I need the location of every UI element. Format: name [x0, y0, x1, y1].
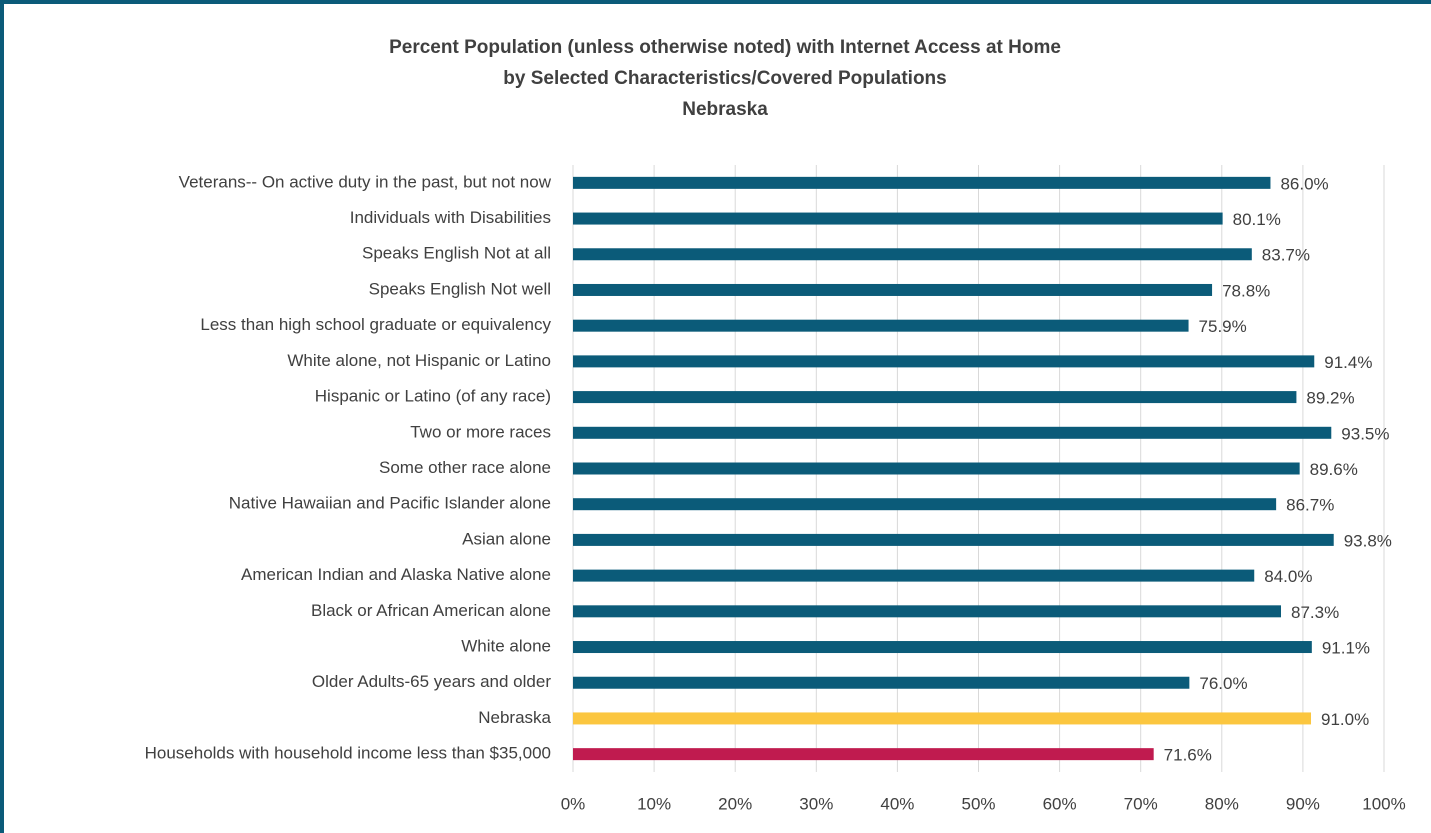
value-label: 89.2%: [1306, 389, 1354, 408]
y-tick-label: Speaks English Not at all: [362, 244, 551, 263]
value-label: 89.6%: [1310, 460, 1358, 479]
value-label: 78.8%: [1222, 281, 1270, 300]
bar: [573, 676, 1190, 689]
value-label: 93.8%: [1344, 531, 1392, 550]
x-tick-label: 10%: [637, 794, 671, 813]
value-label: 91.1%: [1322, 639, 1370, 658]
x-tick-label: 100%: [1362, 794, 1405, 813]
y-tick-label: Black or African American alone: [311, 601, 551, 620]
y-tick-label: Older Adults-65 years and older: [312, 672, 551, 691]
y-tick-label: Asian alone: [462, 529, 551, 548]
y-tick-label: American Indian and Alaska Native alone: [241, 565, 551, 584]
value-label: 93.5%: [1341, 424, 1389, 443]
value-label: 84.0%: [1264, 567, 1312, 586]
bar: [573, 462, 1300, 475]
x-tick-label: 70%: [1124, 794, 1158, 813]
value-label: 71.6%: [1164, 746, 1212, 765]
bar: [573, 283, 1213, 296]
x-tick-label: 40%: [880, 794, 914, 813]
bar: [573, 533, 1334, 546]
y-tick-label: Veterans-- On active duty in the past, b…: [179, 172, 552, 191]
chart-title: Nebraska: [682, 99, 768, 120]
value-label: 83.7%: [1262, 246, 1310, 265]
value-label: 86.0%: [1280, 174, 1328, 193]
bar: [573, 748, 1154, 761]
value-label: 87.3%: [1291, 603, 1339, 622]
bar: [573, 355, 1315, 368]
value-label: 75.9%: [1199, 317, 1247, 336]
bar: [573, 569, 1255, 582]
value-label: 86.7%: [1286, 496, 1334, 515]
bar: [573, 391, 1297, 404]
y-tick-label: Nebraska: [478, 708, 551, 727]
x-tick-label: 30%: [799, 794, 833, 813]
y-tick-label: Native Hawaiian and Pacific Islander alo…: [229, 494, 551, 513]
bar: [573, 248, 1252, 261]
x-tick-label: 80%: [1205, 794, 1239, 813]
y-tick-label: White alone, not Hispanic or Latino: [287, 351, 551, 370]
chart-title: by Selected Characteristics/Covered Popu…: [503, 68, 947, 89]
y-tick-label: Some other race alone: [379, 458, 551, 477]
y-tick-label: Two or more races: [410, 422, 551, 441]
bar: [573, 712, 1312, 725]
y-tick-label: Hispanic or Latino (of any race): [315, 387, 551, 406]
value-label: 76.0%: [1199, 674, 1247, 693]
value-label: 91.4%: [1324, 353, 1372, 372]
bar: [573, 426, 1332, 439]
x-tick-label: 50%: [961, 794, 995, 813]
bar: [573, 212, 1223, 225]
y-tick-label: Speaks English Not well: [369, 279, 551, 298]
chart-title: Percent Population (unless otherwise not…: [389, 37, 1061, 58]
x-tick-label: 0%: [561, 794, 586, 813]
y-tick-label: White alone: [461, 637, 551, 656]
y-tick-label: Less than high school graduate or equiva…: [200, 315, 551, 334]
y-tick-label: Individuals with Disabilities: [350, 208, 551, 227]
value-label: 80.1%: [1233, 210, 1281, 229]
bar: [573, 319, 1189, 332]
x-tick-label: 20%: [718, 794, 752, 813]
bar: [573, 498, 1277, 511]
bar: [573, 641, 1312, 654]
y-tick-label: Households with household income less th…: [145, 744, 551, 763]
value-label: 91.0%: [1321, 710, 1369, 729]
x-tick-label: 90%: [1286, 794, 1320, 813]
bar: [573, 605, 1282, 618]
bar: [573, 176, 1271, 189]
x-tick-label: 60%: [1043, 794, 1077, 813]
